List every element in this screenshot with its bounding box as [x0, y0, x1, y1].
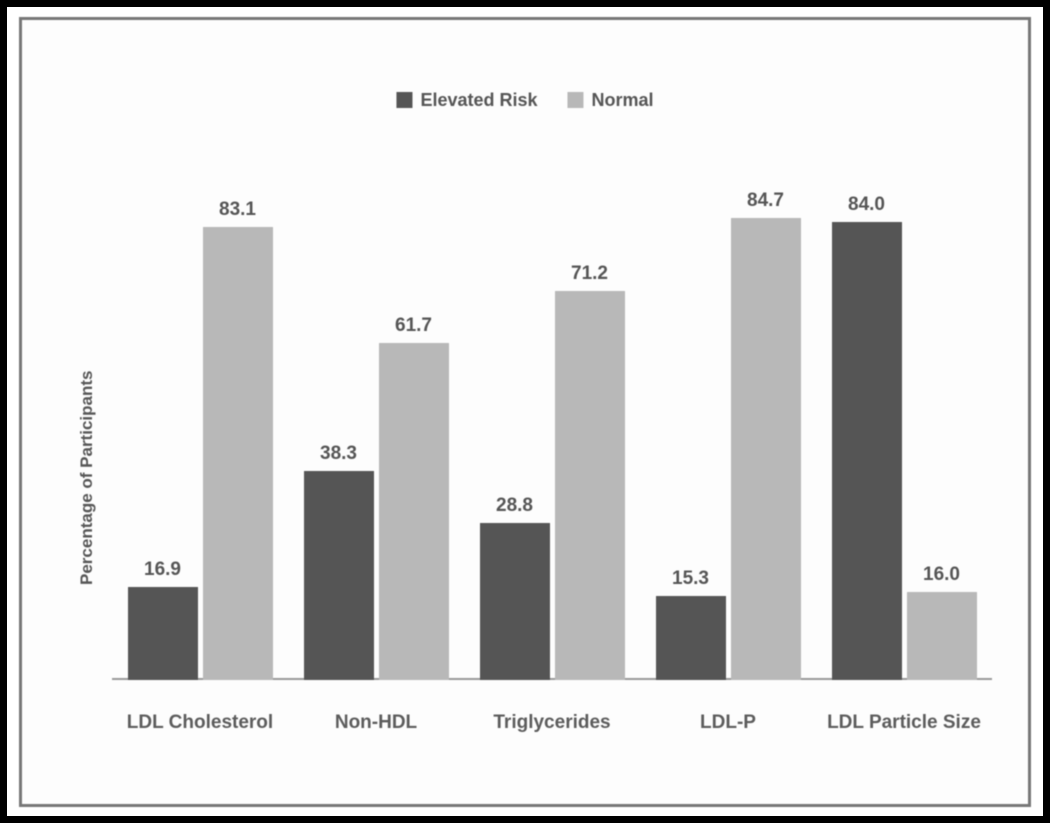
bar-value-label: 16.0 — [923, 564, 960, 586]
bar — [379, 343, 449, 679]
bar-value-label: 15.3 — [672, 568, 709, 590]
bar-wrap: 38.3 — [304, 443, 374, 680]
bar-value-label: 84.7 — [747, 190, 784, 212]
x-axis-labels: LDL CholesterolNon-HDLTriglyceridesLDL-P… — [112, 712, 992, 734]
bar-value-label: 38.3 — [320, 443, 357, 465]
bar-wrap: 71.2 — [555, 263, 625, 679]
plot-area: 16.9 83.1 38.3 61.7 28.8 71.2 15.3 84.7 84.0 16.0 — [112, 135, 992, 680]
legend-swatch-1 — [568, 92, 584, 108]
bar — [304, 471, 374, 680]
bar — [480, 523, 550, 680]
bar — [656, 596, 726, 679]
x-axis-label-4: LDL Particle Size — [816, 712, 992, 734]
bar-value-label: 83.1 — [219, 199, 256, 221]
bar-value-label: 28.8 — [496, 495, 533, 517]
bar — [731, 218, 801, 680]
bar-wrap: 16.0 — [907, 564, 977, 679]
legend-item-1: Normal — [568, 90, 654, 111]
bar-wrap: 84.7 — [731, 190, 801, 680]
bar-wrap: 61.7 — [379, 315, 449, 679]
bar-group-2: 28.8 71.2 — [480, 263, 625, 679]
bar-group-0: 16.9 83.1 — [128, 199, 273, 680]
outer-frame: Elevated Risk Normal Percentage of Partic… — [0, 0, 1050, 823]
bar-value-label: 71.2 — [571, 263, 608, 285]
bar-wrap: 16.9 — [128, 559, 198, 679]
bar-wrap: 15.3 — [656, 568, 726, 679]
bar-wrap: 83.1 — [203, 199, 273, 680]
x-axis-label-2: Triglycerides — [464, 712, 640, 734]
x-axis-label-3: LDL-P — [640, 712, 816, 734]
legend-label-0: Elevated Risk — [420, 90, 537, 111]
legend-item-0: Elevated Risk — [396, 90, 537, 111]
y-axis-label: Percentage of Participants — [77, 370, 97, 584]
bar-value-label: 84.0 — [848, 194, 885, 216]
chart-panel: Elevated Risk Normal Percentage of Partic… — [19, 17, 1031, 807]
bar-group-3: 15.3 84.7 — [656, 190, 801, 680]
x-axis-label-0: LDL Cholesterol — [112, 712, 288, 734]
bar — [128, 587, 198, 679]
bar-value-label: 61.7 — [395, 315, 432, 337]
bar-value-label: 16.9 — [144, 559, 181, 581]
bar — [203, 227, 273, 680]
x-axis-label-1: Non-HDL — [288, 712, 464, 734]
bar — [555, 291, 625, 679]
bar-group-4: 84.0 16.0 — [832, 194, 977, 680]
bar-wrap: 28.8 — [480, 495, 550, 680]
bar-wrap: 84.0 — [832, 194, 902, 680]
legend-swatch-0 — [396, 92, 412, 108]
legend: Elevated Risk Normal — [396, 90, 653, 111]
bar-group-1: 38.3 61.7 — [304, 315, 449, 679]
legend-label-1: Normal — [592, 90, 654, 111]
bar — [832, 222, 902, 680]
bar — [907, 592, 977, 679]
